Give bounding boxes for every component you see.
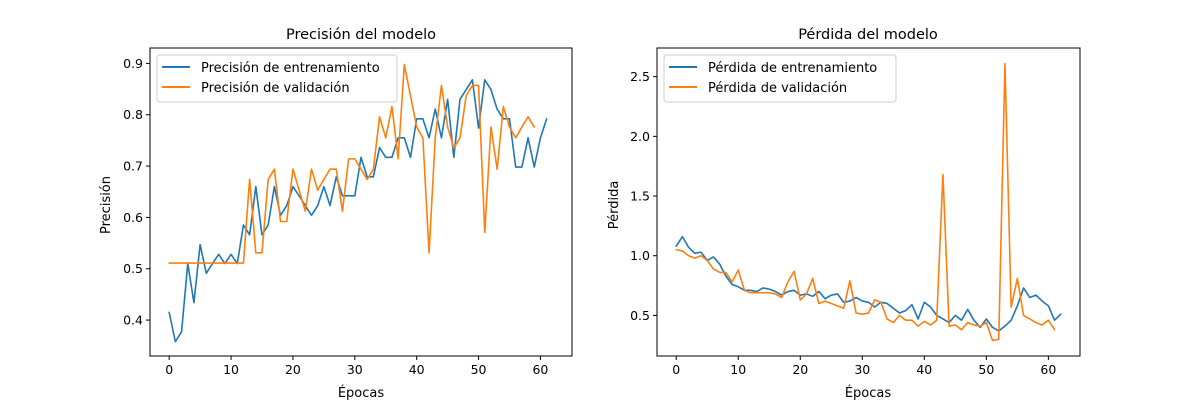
legend-box [156,54,398,103]
legend-box [663,54,897,103]
x-tick-label: 10 [730,362,746,377]
x-tick-label: 10 [223,362,239,377]
accuracy-chart: Precisión del modelo Épocas Precisión 0 1… [99,27,573,400]
validation-series-line [675,62,1056,342]
x-tick-label: 20 [792,362,808,377]
x-tick-label: 30 [854,362,870,377]
axis-ticks: 0 10 20 30 40 50 60 0.5 1.0 1.5 2.0 2.5 [630,69,1056,377]
x-tick-label: 40 [916,362,932,377]
legend-label-validation: Pérdida de validación [708,81,847,96]
y-tick-label: 0.9 [123,56,143,71]
y-axis-label: Pérdida [607,181,622,230]
y-tick-label: 2.5 [630,69,650,84]
axes-frame [149,47,573,357]
y-tick-label: 2.0 [630,129,650,144]
legend-label-training: Precisión de entrenamiento [201,61,380,76]
y-tick-label: 0.5 [123,261,143,276]
legend-label-validation: Precisión de validación [201,81,350,96]
legend: Precisión de entrenamiento Precisión de … [156,54,398,103]
x-tick-label: 0 [672,362,680,377]
plot-lines [675,62,1062,342]
y-tick-label: 0.8 [123,107,143,122]
plot-lines [168,63,548,343]
x-tick-label: 20 [285,362,301,377]
training-series-line [675,235,1062,332]
x-tick-label: 0 [165,362,173,377]
legend-label-training: Pérdida de entrenamiento [708,61,877,76]
loss-chart: Pérdida del modelo Épocas Pérdida 0 10 20 3… [607,27,1081,400]
x-axis-label: Épocas [338,385,385,400]
axes-frame [656,47,1081,357]
x-tick-label: 60 [1040,362,1056,377]
x-tick-label: 60 [532,362,548,377]
y-tick-label: 1.5 [630,189,650,204]
y-tick-label: 0.5 [630,308,650,323]
legend: Pérdida de entrenamiento Pérdida de vali… [663,54,897,103]
chart-title: Pérdida del modelo [798,27,938,43]
y-axis-label: Precisión [99,176,114,234]
x-axis-label: Épocas [845,385,892,400]
x-tick-label: 30 [347,362,363,377]
y-tick-label: 0.6 [123,210,143,225]
y-tick-label: 1.0 [630,248,650,263]
y-tick-label: 0.7 [123,159,143,174]
validation-series-line [168,63,536,264]
x-tick-label: 40 [409,362,425,377]
y-tick-label: 0.4 [123,313,143,328]
x-tick-label: 50 [978,362,994,377]
axis-ticks: 0 10 20 30 40 50 60 0.4 0.5 0.6 0.7 0.8 0.9 [123,56,548,377]
x-tick-label: 50 [471,362,487,377]
training-series-line [168,79,548,343]
chart-title: Precisión del modelo [286,27,436,43]
